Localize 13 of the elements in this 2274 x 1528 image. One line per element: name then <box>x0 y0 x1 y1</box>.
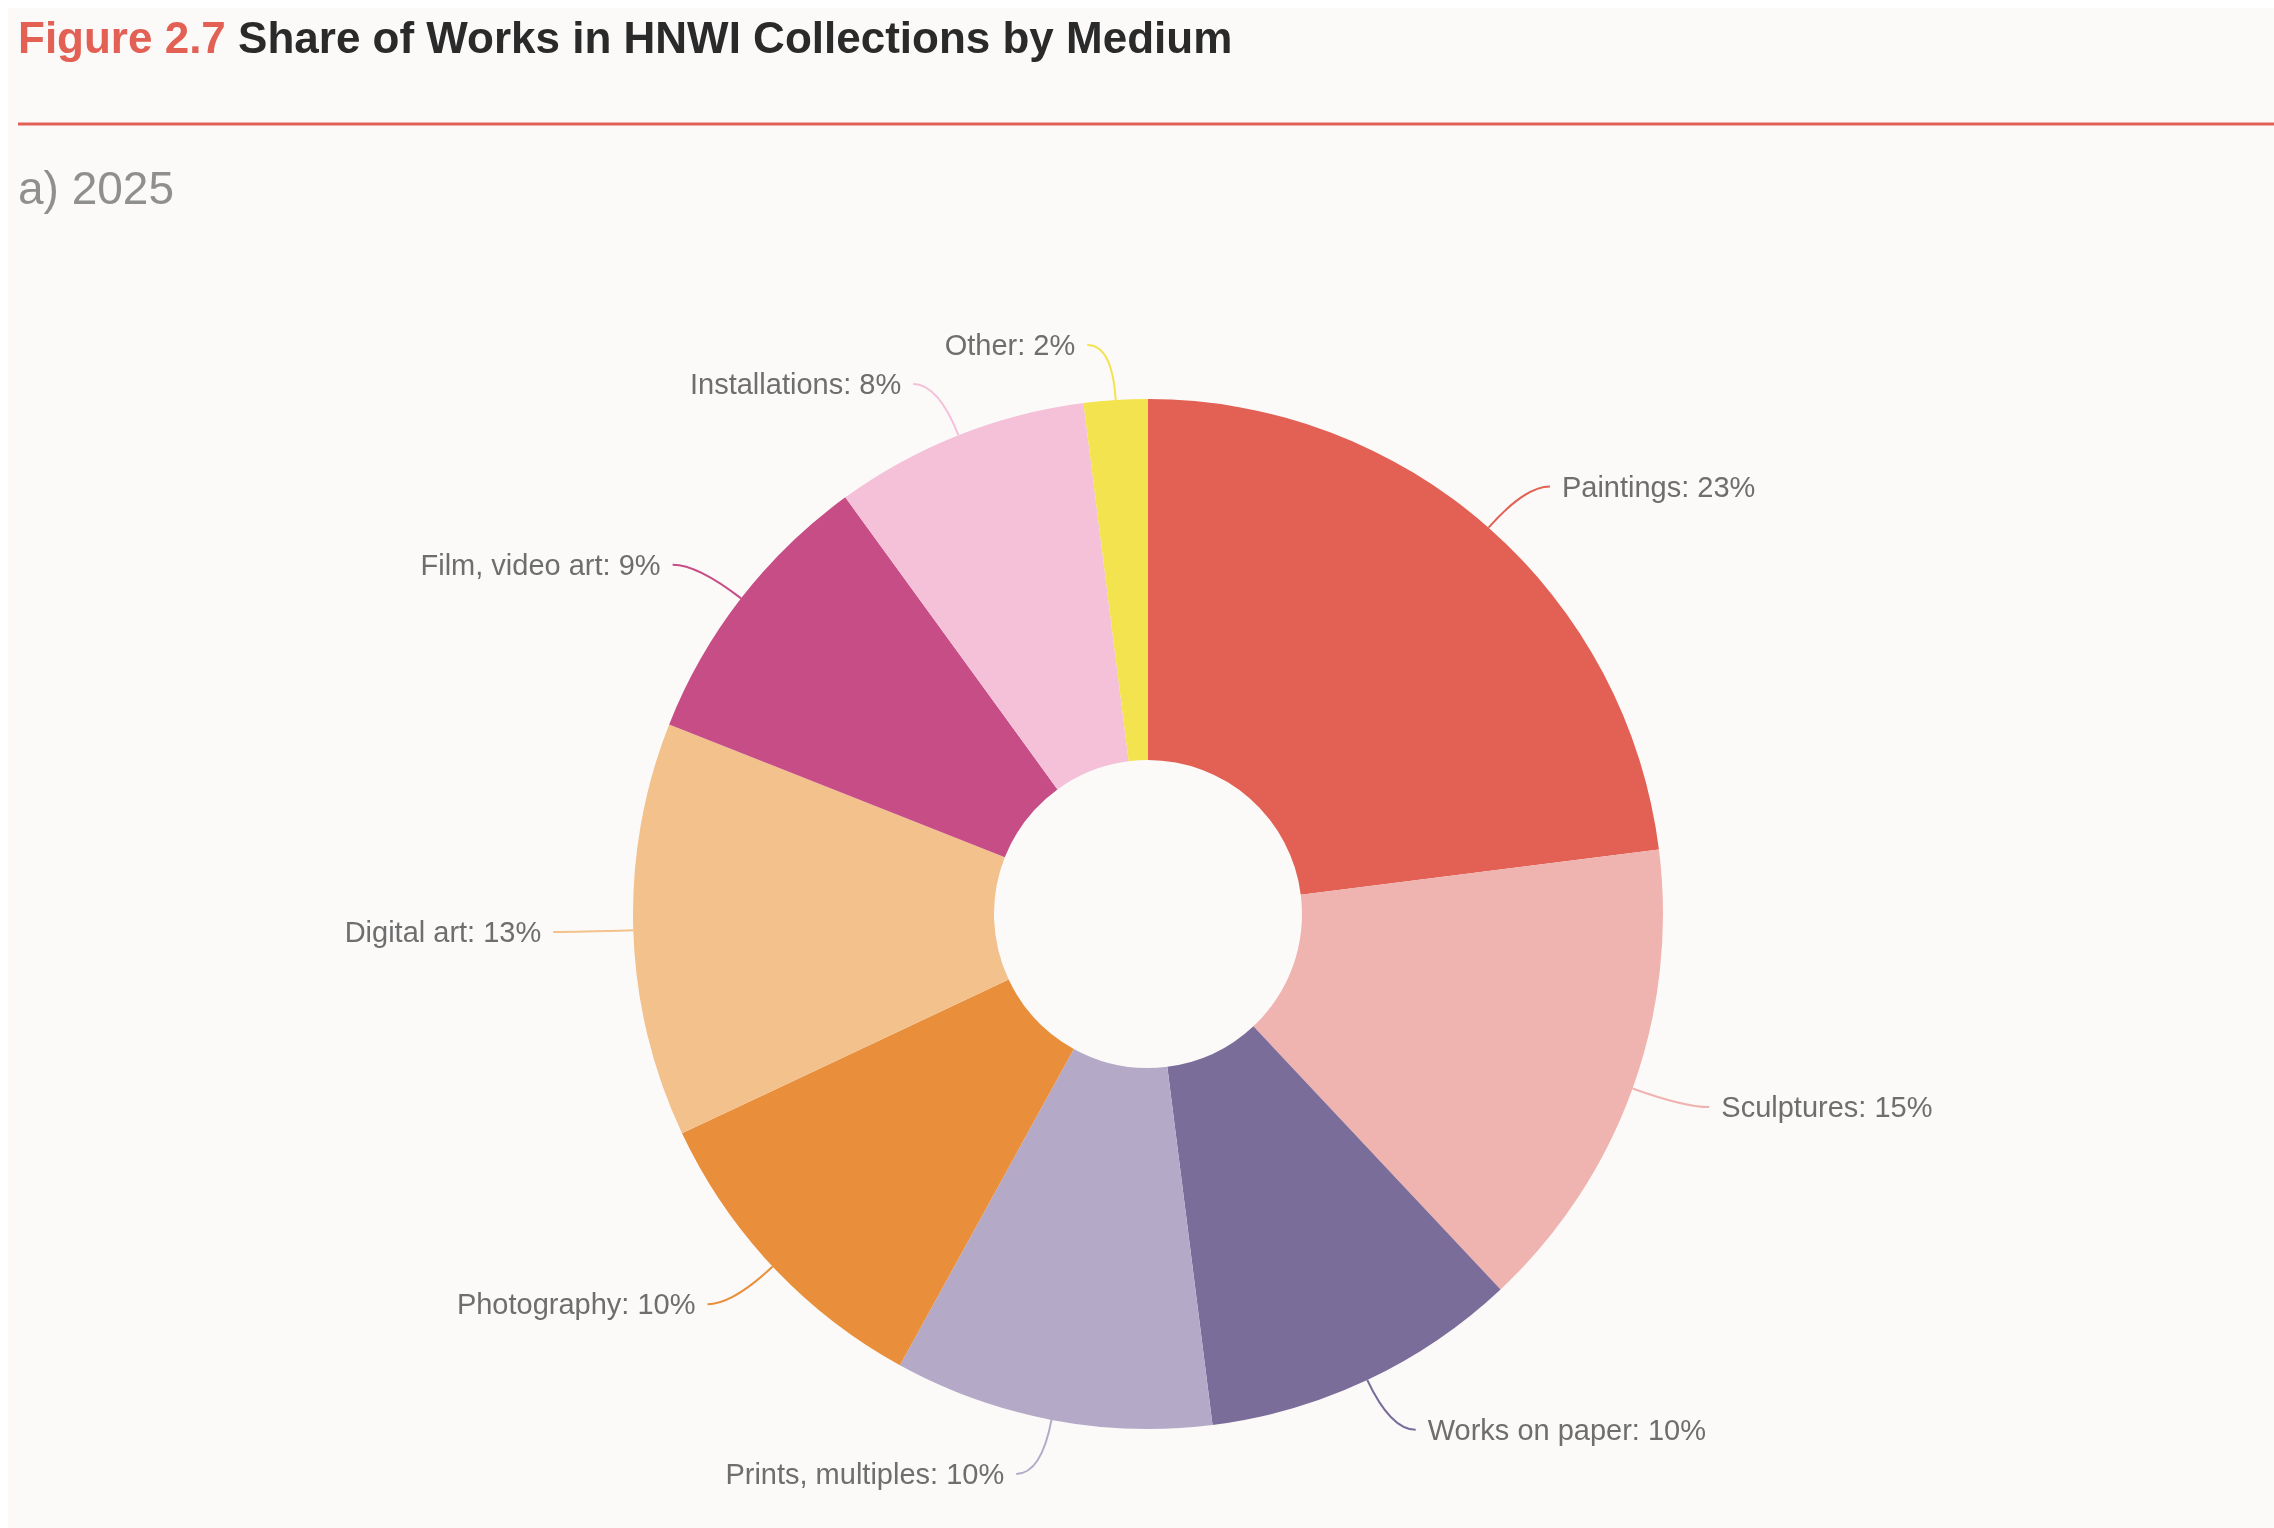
slice-label: Paintings: 23% <box>1561 470 1756 503</box>
slice-label: Photography: 10% <box>456 1288 696 1321</box>
caption: Figure 2.7 <box>18 13 239 62</box>
slice-label: Sculptures: 15% <box>1721 1091 1933 1124</box>
slice-label: Prints, multiples: 10% <box>725 1458 1005 1491</box>
slice-label: Installations: 8% <box>690 368 902 401</box>
donut-slice <box>669 497 1058 858</box>
slice-label: Other: 2% <box>944 329 1076 362</box>
slice-label: Works on paper: 10% <box>1427 1413 1707 1446</box>
slice-label: Film, video art: 9% <box>420 548 661 581</box>
chart-subtitle: a) 2025 <box>18 162 175 214</box>
slice-label: Digital art: 13% <box>344 916 542 949</box>
chart-title: Share of Works in HNWI Collections by Medium <box>238 13 1233 62</box>
